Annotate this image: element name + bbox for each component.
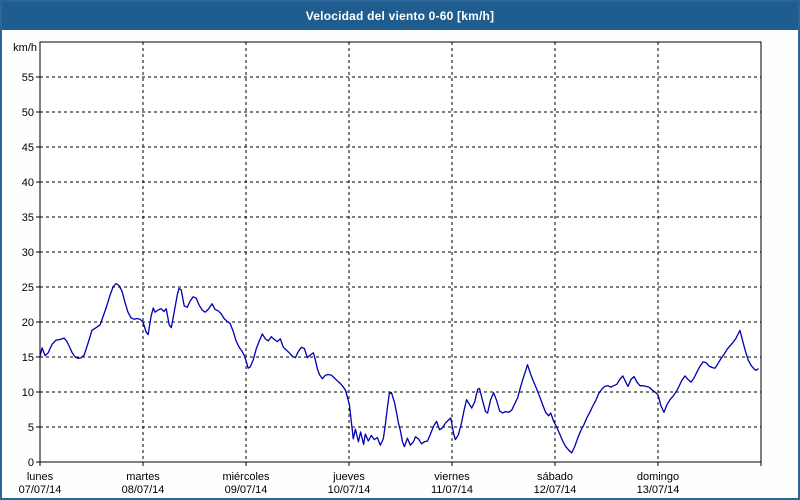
x-date-label: 11/07/14 <box>431 484 473 496</box>
y-tick-label: 35 <box>22 212 34 224</box>
y-tick-label: 5 <box>28 422 34 434</box>
chart-title: Velocidad del viento 0-60 [km/h] <box>305 9 495 23</box>
x-date-label: 07/07/14 <box>19 484 62 496</box>
y-tick-label: 45 <box>22 142 34 154</box>
y-grid-and-labels: 0 5 10 15 20 25 30 35 40 45 50 55 <box>22 72 761 469</box>
y-tick-label: 55 <box>22 72 34 84</box>
x-day-label: martes <box>126 471 160 483</box>
plot-border <box>39 41 762 463</box>
y-tick-label: 15 <box>22 352 34 364</box>
x-day-label: domingo <box>637 471 679 483</box>
x-date-label: 10/07/14 <box>328 484 371 496</box>
x-date-label: 09/07/14 <box>225 484 268 496</box>
y-axis-unit-label: km/h <box>13 42 37 54</box>
x-date-label: 12/07/14 <box>534 484 577 496</box>
y-tick-label: 10 <box>22 387 34 399</box>
y-tick-label: 20 <box>22 317 34 329</box>
x-day-label: jueves <box>332 471 365 483</box>
y-tick-label: 50 <box>22 107 34 119</box>
y-tick-label: 25 <box>22 282 34 294</box>
y-tick-label: 30 <box>22 247 34 259</box>
x-day-label: sábado <box>537 471 573 483</box>
x-date-label: 13/07/14 <box>637 484 680 496</box>
x-day-label: viernes <box>434 471 470 483</box>
wind-speed-line <box>39 282 759 454</box>
y-tick-label: 40 <box>22 177 34 189</box>
x-date-label: 08/07/14 <box>122 484 165 496</box>
x-day-label: miércoles <box>222 471 270 483</box>
y-tick-label: 0 <box>28 457 34 469</box>
x-day-label: lunes <box>27 471 54 483</box>
chart-title-bar: Velocidad del viento 0-60 [km/h] <box>2 2 798 30</box>
